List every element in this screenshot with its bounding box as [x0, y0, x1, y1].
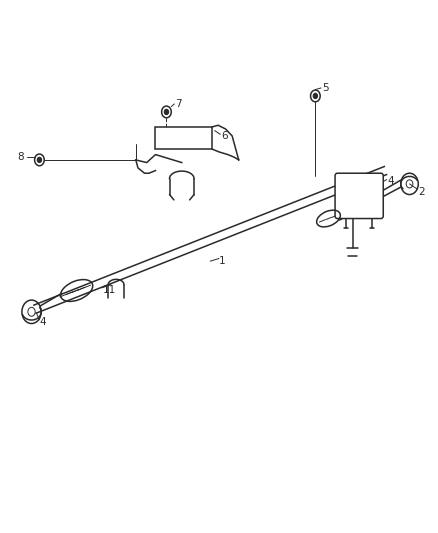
- Circle shape: [313, 93, 318, 99]
- FancyBboxPatch shape: [155, 127, 212, 149]
- Text: 2: 2: [418, 187, 425, 197]
- Text: 5: 5: [322, 83, 328, 93]
- Circle shape: [37, 157, 42, 163]
- FancyBboxPatch shape: [335, 173, 383, 219]
- Text: 6: 6: [221, 131, 228, 141]
- Text: 8: 8: [18, 152, 24, 162]
- Text: 4: 4: [388, 176, 394, 186]
- Text: 4: 4: [39, 318, 46, 327]
- Text: 11: 11: [103, 286, 116, 295]
- Text: 1: 1: [219, 256, 226, 266]
- Circle shape: [164, 109, 169, 115]
- Text: 7: 7: [175, 99, 182, 109]
